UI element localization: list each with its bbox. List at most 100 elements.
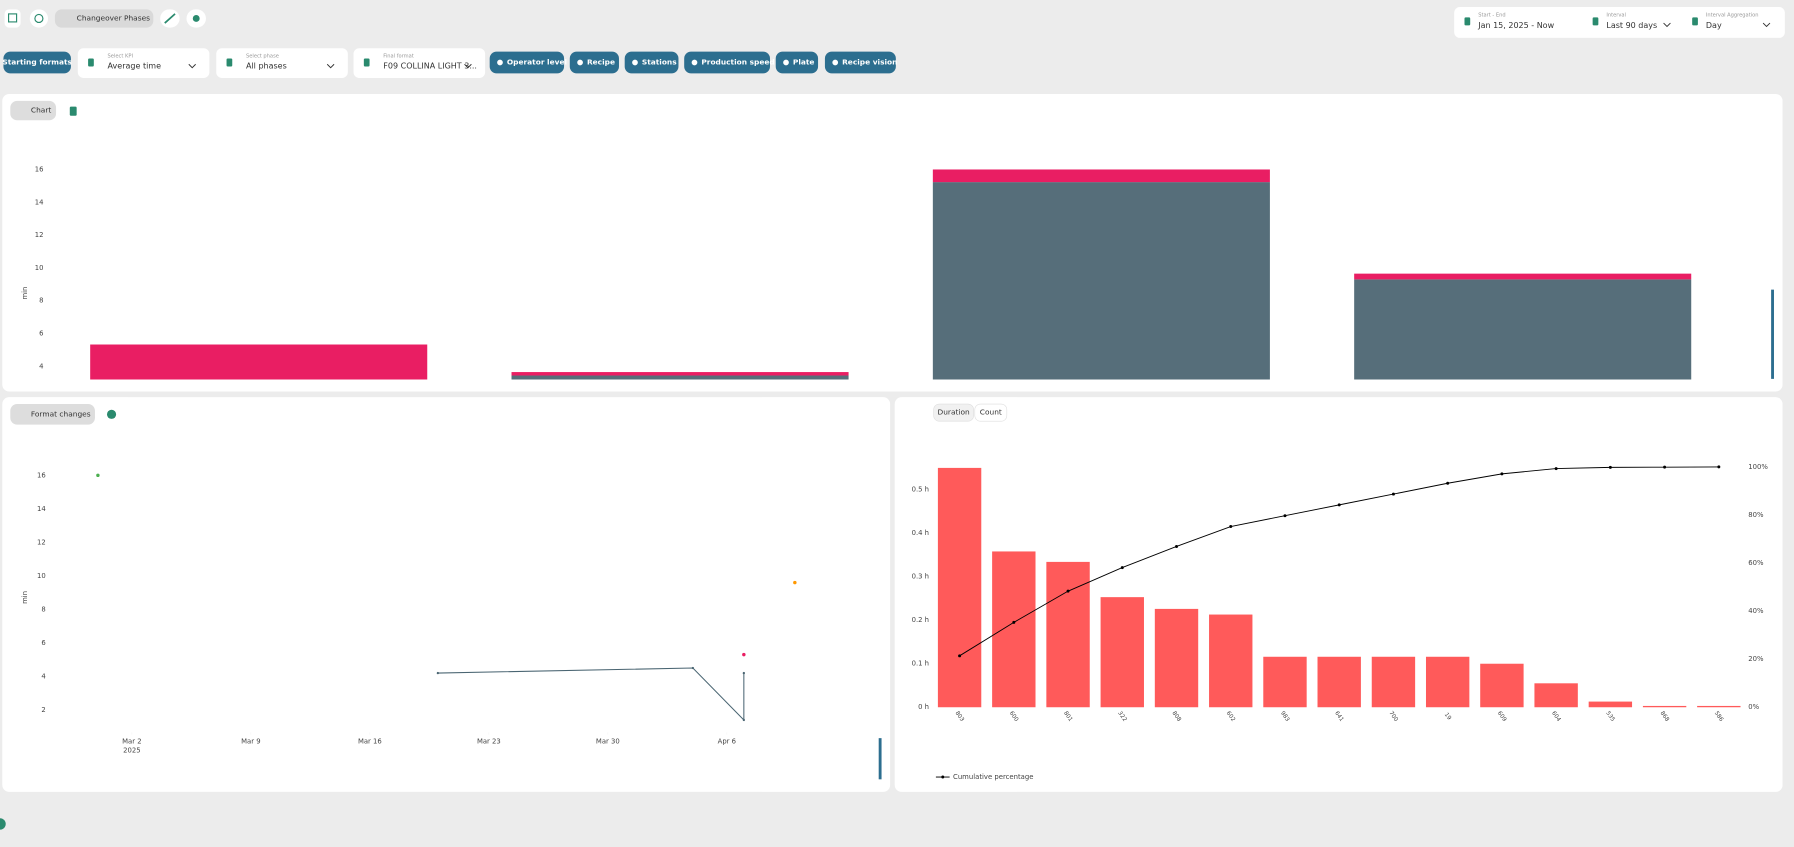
icon: [8, 13, 18, 23]
icon: [832, 59, 839, 66]
tab-label: Format changes: [31, 409, 91, 418]
icon: [34, 13, 44, 24]
y-tick-label: 8: [41, 605, 45, 613]
point: [691, 666, 694, 670]
y-tick-label: 80%: [1748, 511, 1764, 519]
button-label: Plate: [793, 58, 815, 67]
tab-label: Count: [980, 408, 1002, 417]
x-tick-label: Mar 23: [477, 738, 501, 746]
point: [1229, 525, 1233, 528]
button[interactable]: [824, 51, 896, 74]
x-tick-label: 535: [1604, 710, 1615, 723]
chevron: [464, 63, 472, 69]
point: [1446, 481, 1450, 485]
icon: [1464, 17, 1471, 26]
x-tick-label: 801: [1062, 710, 1073, 723]
x-tick-label: 641: [1333, 710, 1344, 723]
date-card: [1454, 7, 1785, 38]
select-value: F09 COLLINA LIGHT 3...: [383, 61, 477, 70]
x-tick-label: Mar 16: [358, 738, 382, 746]
icon: [632, 59, 638, 66]
chevron: [326, 63, 335, 69]
x-tick-label: 600: [1008, 710, 1019, 723]
legend-swatch: [941, 775, 945, 779]
x-tick-label: 868: [1659, 710, 1670, 723]
icon-button[interactable]: [4, 9, 21, 28]
icon-button[interactable]: [29, 9, 49, 28]
x-year-label: 2025: [123, 747, 140, 755]
icon: [1592, 17, 1599, 26]
point: [742, 671, 745, 675]
bar: [1263, 656, 1307, 708]
bar: [1642, 705, 1687, 708]
y-tick-label: 100%: [1748, 463, 1768, 471]
scrollbar[interactable]: [878, 738, 882, 780]
button[interactable]: [775, 51, 819, 74]
y-tick-label: 4: [39, 362, 43, 370]
x-tick-label: Mar 9: [241, 738, 261, 746]
tab[interactable]: [10, 100, 57, 121]
y-tick-label: 14: [35, 198, 44, 206]
bar: [1371, 656, 1416, 708]
y-tick-label: 0.1 h: [912, 660, 929, 668]
point: [1391, 492, 1395, 496]
point: [1175, 544, 1178, 548]
bar: [1154, 608, 1199, 708]
panel: [2, 397, 891, 792]
bar-segment: [511, 372, 849, 376]
scrollbar[interactable]: [1771, 289, 1774, 379]
y-tick-label: 8: [39, 297, 43, 305]
point: [1283, 514, 1287, 518]
y-tick-label: 60%: [1748, 559, 1764, 567]
filter-value[interactable]: Day: [1706, 21, 1722, 30]
x-tick-label: 19: [1443, 712, 1452, 722]
icon[interactable]: [69, 106, 77, 116]
icon[interactable]: [106, 409, 117, 419]
bar-segment: [932, 169, 1270, 183]
button[interactable]: [684, 51, 771, 74]
y-tick-label: 0.4 h: [912, 529, 929, 537]
button[interactable]: [3, 51, 71, 74]
point: [1717, 465, 1721, 469]
chevron: [1663, 22, 1671, 28]
icon: [783, 59, 789, 66]
button[interactable]: [489, 51, 565, 74]
tab[interactable]: [10, 404, 95, 425]
select-value: Average time: [108, 61, 162, 70]
select[interactable]: [216, 48, 348, 78]
bar-segment: [511, 375, 849, 380]
point: [793, 580, 797, 585]
tab[interactable]: [933, 403, 974, 422]
line: [437, 667, 745, 722]
bar: [1100, 597, 1144, 708]
select[interactable]: [77, 48, 210, 78]
bar: [1425, 656, 1470, 708]
tab-label: Duration: [938, 408, 971, 417]
y-tick-label: 20%: [1748, 655, 1764, 663]
icon: [164, 13, 176, 24]
point: [1554, 467, 1558, 471]
button[interactable]: [624, 51, 679, 74]
y-tick-label: 4: [41, 672, 45, 680]
y-tick-label: 16: [37, 471, 46, 479]
icon: [226, 58, 233, 67]
bar: [1588, 701, 1633, 708]
select[interactable]: [353, 48, 486, 78]
select-value: All phases: [246, 61, 287, 70]
bar: [1480, 663, 1524, 708]
icon: [88, 58, 94, 67]
x-tick-label: 609: [1496, 710, 1507, 723]
select-label: Select phase: [246, 54, 279, 60]
status-dot: [0, 818, 6, 830]
filter-value[interactable]: Jan 15, 2025 - Now: [1477, 21, 1554, 30]
bar: [937, 467, 982, 708]
filter-value[interactable]: Last 90 days: [1606, 21, 1657, 30]
tab[interactable]: [974, 403, 1008, 422]
y-tick-label: 10: [35, 264, 44, 272]
y-tick-label: 0.2 h: [912, 616, 929, 624]
y-tick-label: 16: [35, 165, 44, 173]
tab[interactable]: [54, 9, 154, 28]
x-tick-label: 602: [1225, 710, 1236, 723]
button[interactable]: [569, 51, 619, 74]
